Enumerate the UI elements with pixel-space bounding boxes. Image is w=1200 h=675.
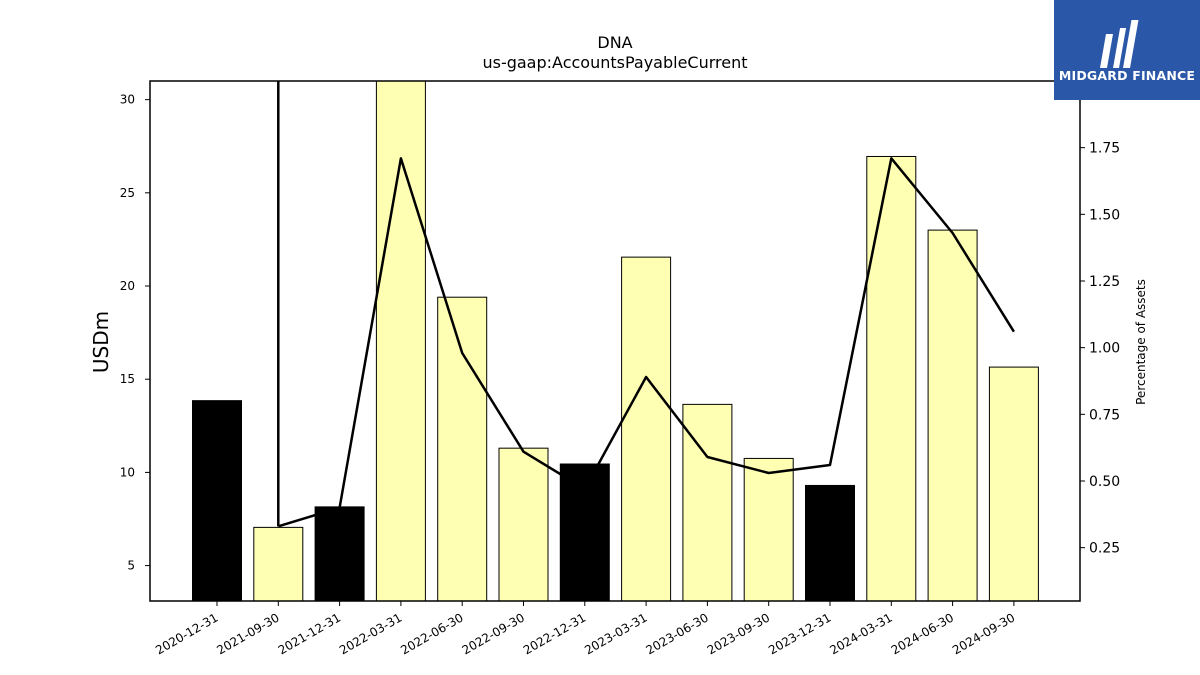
bar-2021-12-31: [314, 506, 365, 602]
x-tick-label: 2022-03-31: [337, 610, 404, 657]
x-tick-label: 2023-12-31: [766, 610, 833, 657]
bar-2023-03-31: [621, 256, 672, 602]
x-tick-label: 2021-12-31: [276, 610, 343, 657]
y2-tick-label: 0.50: [1089, 474, 1120, 490]
y-tick-label: 15: [120, 372, 135, 386]
midgard-logo-icon: [1099, 20, 1139, 68]
y2-axis-label: Percentage of Assets: [1134, 279, 1148, 405]
y2-tick-label: 1.75: [1089, 141, 1120, 157]
x-tick-label: 2024-09-30: [950, 610, 1017, 657]
x-tick-label: 2022-12-31: [521, 610, 588, 657]
x-tick-label: 2020-12-31: [153, 610, 220, 657]
logo-text: MIDGARD FINANCE: [1058, 68, 1196, 83]
bar-2024-03-31: [866, 155, 917, 602]
x-tick-label: 2022-09-30: [460, 610, 527, 657]
y2-tick-label: 0.75: [1089, 407, 1120, 423]
x-tick-label: 2021-09-30: [214, 610, 281, 657]
bar-2023-09-30: [743, 457, 794, 602]
y2-tick-label: 0.25: [1089, 541, 1120, 557]
y2-tick-label: 1.50: [1089, 207, 1120, 223]
y-tick-label: 25: [120, 186, 135, 200]
bar-2022-03-31: [375, 80, 426, 602]
y-tick-label: 5: [127, 559, 135, 573]
chart-subtitle: us-gaap:AccountsPayableCurrent: [482, 53, 747, 72]
bar-2022-06-30: [437, 296, 488, 602]
x-tick-label: 2024-06-30: [889, 610, 956, 657]
plot-frame: [149, 80, 1081, 602]
x-tick-label: 2022-06-30: [398, 610, 465, 657]
y2-tick-label: 1.00: [1089, 341, 1120, 357]
y2-tick-label: 1.25: [1089, 274, 1120, 290]
bar-2021-09-30: [253, 526, 304, 602]
line-series: [277, 157, 1015, 528]
y-tick-label: 10: [120, 465, 135, 479]
bar-2024-09-30: [988, 366, 1039, 602]
bar-2022-12-31: [559, 463, 610, 602]
bar-2023-12-31: [805, 484, 855, 602]
y-axis-label: USDm: [89, 311, 113, 373]
bar-2024-06-30: [927, 229, 978, 602]
bar-2020-12-31: [192, 400, 242, 602]
x-tick-label: 2024-03-31: [827, 610, 894, 657]
chart-title: DNA: [597, 33, 632, 52]
y-tick-label: 30: [120, 93, 135, 107]
y-tick-label: 20: [120, 279, 135, 293]
x-tick-label: 2023-06-30: [643, 610, 710, 657]
x-tick-label: 2023-03-31: [582, 610, 649, 657]
x-tick-label: 2023-09-30: [705, 610, 772, 657]
midgard-finance-logo: MIDGARD FINANCE: [1054, 0, 1200, 100]
bar-2022-09-30: [498, 447, 549, 602]
